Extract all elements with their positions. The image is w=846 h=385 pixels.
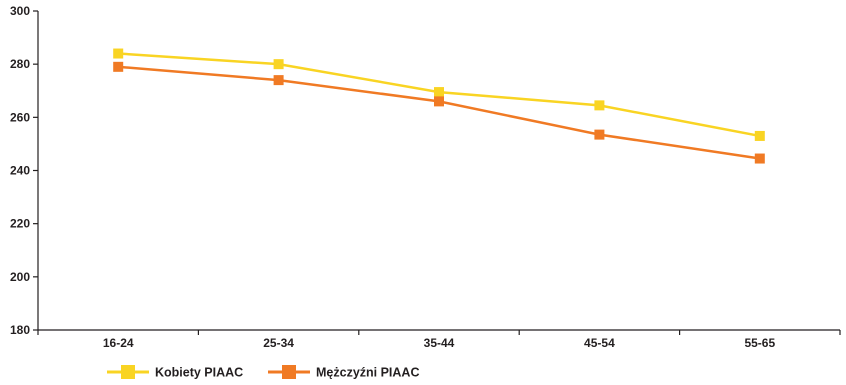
y-tick-label: 300: [10, 4, 30, 18]
data-point: [113, 61, 124, 72]
legend-label: Mężczyźni PIAAC: [316, 366, 420, 380]
y-tick-label: 220: [10, 217, 30, 231]
y-tick-label: 180: [10, 323, 30, 337]
x-tick-label: 25-34: [263, 336, 294, 350]
legend-marker: [121, 365, 135, 379]
y-tick-label: 200: [10, 270, 30, 284]
data-point: [594, 129, 605, 140]
x-tick-label: 35-44: [424, 336, 455, 350]
data-point: [754, 130, 765, 141]
data-point: [273, 59, 284, 70]
y-tick-label: 240: [10, 164, 30, 178]
data-point: [434, 87, 444, 98]
legend-label: Kobiety PIAAC: [155, 366, 243, 380]
data-point: [594, 100, 605, 111]
x-tick-label: 45-54: [584, 336, 615, 350]
x-tick-label: 16-24: [103, 336, 134, 350]
data-point: [754, 153, 765, 164]
legend-marker: [282, 365, 296, 379]
y-tick-label: 260: [10, 110, 30, 124]
y-tick-label: 280: [10, 57, 30, 71]
data-point: [434, 96, 444, 107]
x-tick-label: 55-65: [744, 336, 775, 350]
data-point: [273, 75, 284, 86]
series-line: [118, 65, 760, 160]
data-point: [113, 48, 124, 59]
